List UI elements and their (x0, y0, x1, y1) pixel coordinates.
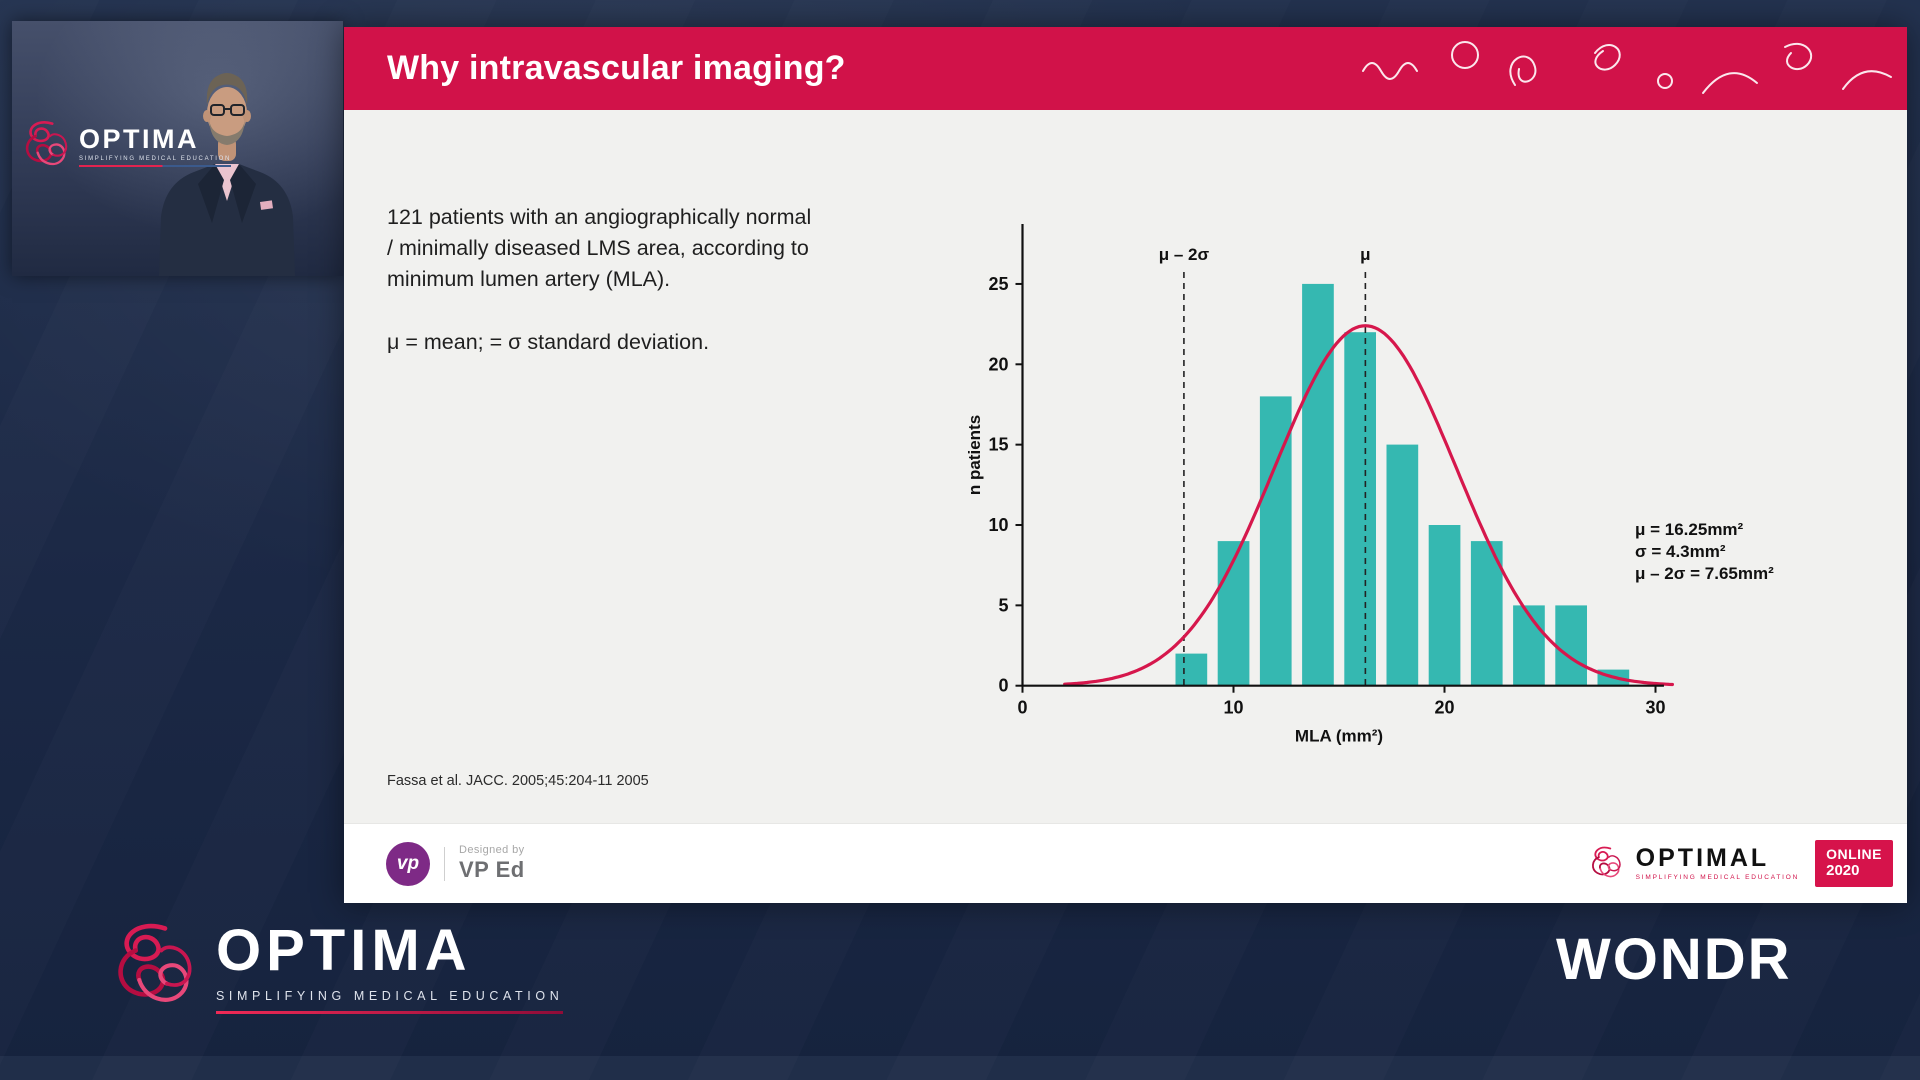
optima-wordmark: OPTIMA (216, 918, 472, 983)
citation: Fassa et al. JACC. 2005;45:204-11 2005 (387, 773, 649, 789)
optima-swirl-icon (108, 916, 200, 1020)
slide: Why intravascular imaging? 121 patients … (344, 27, 1907, 903)
decorative-doodles (1362, 41, 1892, 94)
histogram-chart: μ – 2σ μ 0 5 10 15 20 25 0 10 20 30 n patients MLA (m… (960, 210, 1800, 755)
online-badge-line1: ONLINE (1826, 846, 1882, 863)
y-tick-label: 25 (988, 274, 1008, 294)
histogram-bar (1513, 605, 1545, 686)
optima-swirl-icon (25, 121, 68, 166)
y-tick-label: 10 (988, 515, 1008, 535)
y-tick-label: 0 (998, 676, 1008, 696)
slide-text-block: 121 patients with an angiographically no… (387, 202, 822, 358)
x-tick-label: 10 (1223, 698, 1243, 718)
stats-annotation: μ = 16.25mm² (1635, 520, 1744, 539)
slide-footer: vp Designed by VP Ed OPTIMAL SIMPLIFYING… (344, 823, 1907, 903)
presenter-illustration (12, 21, 343, 276)
stats-annotation: μ – 2σ = 7.65mm² (1635, 564, 1774, 583)
normal-curve (1063, 324, 1675, 687)
histogram-bar (1259, 396, 1292, 686)
histogram-bar (1217, 541, 1250, 686)
stats-annotation: σ = 4.3mm² (1635, 542, 1726, 561)
histogram-bar (1555, 605, 1587, 686)
y-tick-label: 20 (988, 354, 1008, 374)
slide-paragraph: μ = mean; = σ standard deviation. (387, 329, 710, 354)
y-axis-label: n patients (965, 415, 984, 495)
reference-line-label: μ – 2σ (1159, 245, 1210, 264)
logo-underline (216, 1011, 564, 1014)
divider (444, 846, 445, 881)
slide-body: 121 patients with an angiographically no… (344, 110, 1907, 823)
x-tick-label: 30 (1645, 698, 1665, 718)
x-tick-label: 20 (1434, 698, 1454, 718)
logo-underline (79, 164, 231, 167)
optimal-tagline: SIMPLIFYING MEDICAL EDUCATION (1635, 874, 1800, 881)
designed-by-label: Designed by (459, 844, 525, 856)
reference-line-label: μ (1360, 245, 1370, 264)
slide-title: Why intravascular imaging? (387, 49, 846, 87)
optimal-logo: OPTIMAL SIMPLIFYING MEDICAL EDUCATION ON… (1588, 840, 1893, 887)
designer-name: VP Ed (459, 857, 525, 882)
vp-logo-icon: vp (386, 841, 430, 886)
slide-paragraph: 121 patients with an angiographically no… (387, 205, 812, 292)
vped-logo: vp Designed by VP Ed (386, 841, 525, 886)
optima-tagline: SIMPLIFYING MEDICAL EDUCATION (216, 989, 564, 1003)
optima-wordmark: OPTIMA (79, 123, 199, 154)
online-badge-line2: 2020 (1826, 862, 1860, 880)
optimal-wordmark: OPTIMAL (1635, 844, 1770, 872)
histogram-bar (1386, 444, 1419, 686)
chart-canvas: μ – 2σ μ 0 5 10 15 20 25 0 10 20 30 n patients MLA (m… (965, 224, 1774, 746)
presenter-video: OPTIMA SIMPLIFYING MEDICAL EDUCATION (12, 21, 343, 276)
histogram-bar (1302, 283, 1334, 686)
histogram-bar (1470, 541, 1503, 686)
optima-tagline: SIMPLIFYING MEDICAL EDUCATION (79, 155, 231, 162)
y-tick-label: 5 (998, 595, 1008, 615)
online-2020-badge: ONLINE 2020 (1815, 840, 1893, 887)
x-tick-label: 0 (1017, 698, 1027, 718)
x-axis-label: MLA (mm²) (1295, 727, 1383, 746)
slide-header: Why intravascular imaging? (344, 27, 1907, 110)
y-tick-label: 15 (988, 435, 1008, 455)
optima-main-logo: OPTIMA SIMPLIFYING MEDICAL EDUCATION (108, 916, 564, 1020)
presenter-figure (159, 73, 295, 276)
histogram-bar (1428, 525, 1461, 686)
histogram-bar (1175, 653, 1208, 686)
optimal-swirl-icon (1591, 846, 1621, 877)
webcam-optima-logo: OPTIMA SIMPLIFYING MEDICAL EDUCATION (20, 117, 231, 175)
histogram-bar (1344, 332, 1376, 686)
wondr-logo: WONDR (1556, 927, 1792, 992)
